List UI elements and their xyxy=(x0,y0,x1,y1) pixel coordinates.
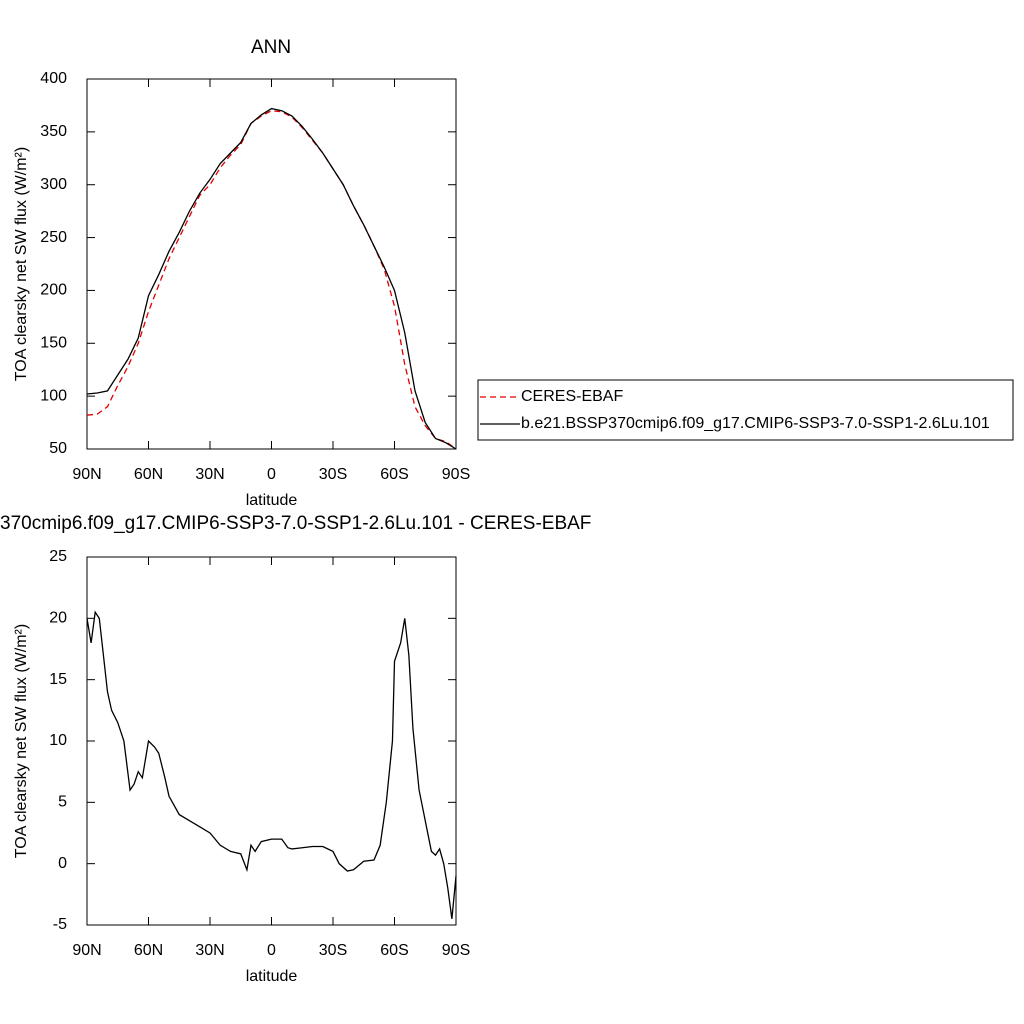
x-tick-label: 60N xyxy=(134,466,163,483)
x-tick-label: 0 xyxy=(267,942,276,959)
x-tick-label: 30S xyxy=(319,942,347,959)
x-tick-label: 60S xyxy=(380,942,408,959)
y-tick-label: 150 xyxy=(40,335,67,352)
y-tick-label: 400 xyxy=(40,70,67,87)
data-line xyxy=(86,110,457,450)
legend-label: b.e21.BSSP370cmip6.f09_g17.CMIP6-SSP3-7.… xyxy=(521,415,990,432)
data-line xyxy=(86,610,457,919)
y-tick-label: 15 xyxy=(49,671,67,688)
x-axis-label: latitude xyxy=(246,492,298,509)
x-tick-label: 90S xyxy=(442,942,470,959)
y-tick-label: 0 xyxy=(58,855,67,872)
y-tick-label: 5 xyxy=(58,794,67,811)
plot-frame xyxy=(86,78,457,450)
y-tick-label: 50 xyxy=(49,440,67,457)
y-tick-label: 20 xyxy=(49,610,67,627)
y-tick-label: -5 xyxy=(53,916,67,933)
y-tick-label: 10 xyxy=(49,732,67,749)
x-tick-label: 0 xyxy=(267,466,276,483)
chart-title: 370cmip6.f09_g17.CMIP6-SSP3-7.0-SSP1-2.6… xyxy=(0,513,591,534)
x-tick-label: 30N xyxy=(195,466,224,483)
x-tick-label: 90N xyxy=(72,942,101,959)
y-tick-label: 300 xyxy=(40,176,67,193)
y-tick-label: 350 xyxy=(40,123,67,140)
x-tick-label: 30S xyxy=(319,466,347,483)
x-tick-label: 90S xyxy=(442,466,470,483)
x-tick-label: 60S xyxy=(380,466,408,483)
x-tick-label: 90N xyxy=(72,466,101,483)
plot-frame xyxy=(86,556,457,926)
chart-title: ANN xyxy=(251,37,291,58)
y-axis-label: TOA clearsky net SW flux (W/m²) xyxy=(13,624,30,858)
y-tick-label: 200 xyxy=(40,282,67,299)
legend-label: CERES-EBAF xyxy=(521,388,623,405)
x-tick-label: 30N xyxy=(195,942,224,959)
y-tick-label: 100 xyxy=(40,387,67,404)
y-tick-label: 250 xyxy=(40,229,67,246)
y-axis-label: TOA clearsky net SW flux (W/m²) xyxy=(13,147,30,381)
legend-box xyxy=(477,379,1014,441)
data-line xyxy=(86,107,457,450)
x-axis-label: latitude xyxy=(246,968,298,985)
y-tick-label: 25 xyxy=(49,548,67,565)
x-tick-label: 60N xyxy=(134,942,163,959)
